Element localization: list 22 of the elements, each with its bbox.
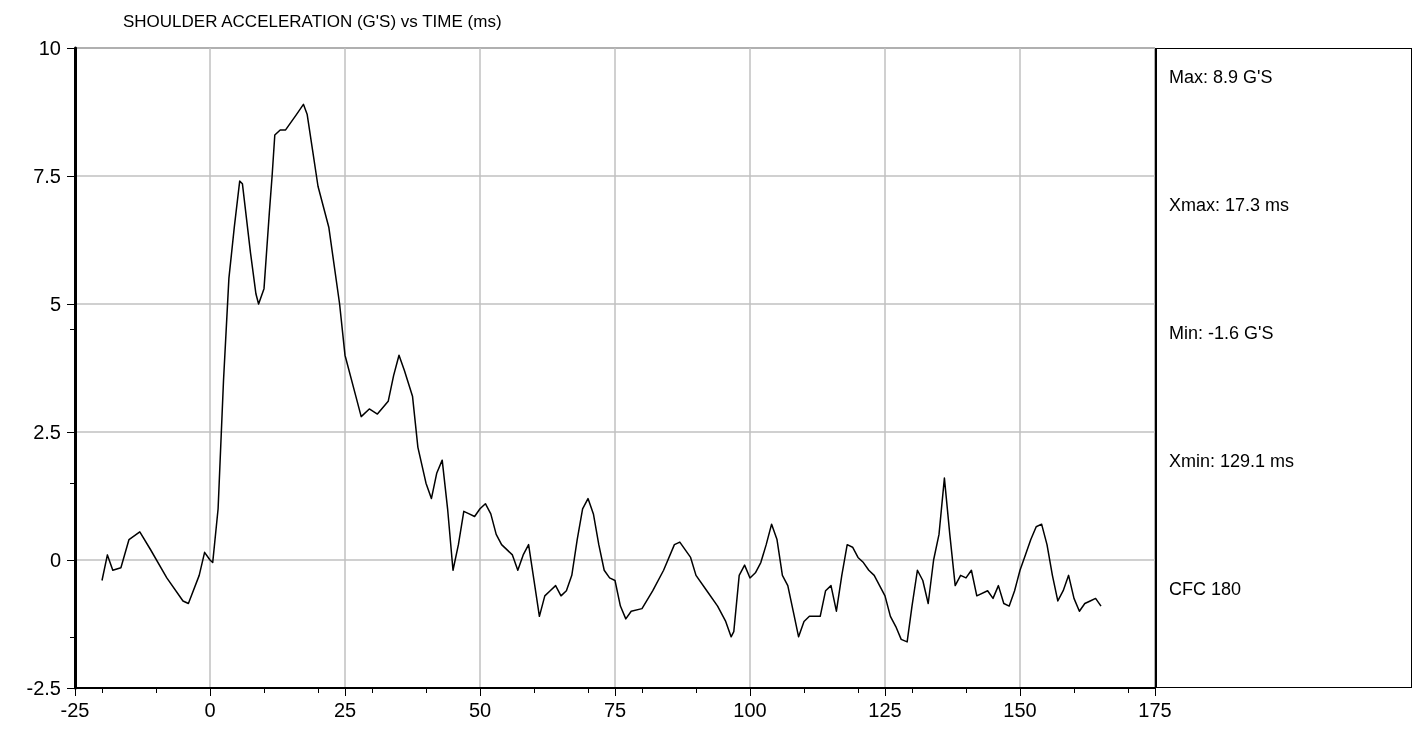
text: Xmax: 17.3 ms xyxy=(1169,195,1290,216)
x-tick-label: 100 xyxy=(733,699,767,721)
chart-title: SHOULDER ACCELERATION (G'S) vs TIME (ms) xyxy=(123,12,502,31)
line-series xyxy=(101,103,1102,643)
x-tick-label: 150 xyxy=(1003,699,1037,721)
x-tick-label: 0 xyxy=(204,699,216,721)
text: CFC 180 xyxy=(1169,579,1242,600)
text: Xmin: 129.1 ms xyxy=(1169,451,1295,472)
y-tick-label: 0 xyxy=(49,549,61,571)
y-tick-label: 10 xyxy=(38,37,61,59)
y-tick-label: 5 xyxy=(49,293,61,315)
text: Min: -1.6 G'S xyxy=(1169,323,1274,344)
x-tick-label: 75 xyxy=(603,699,627,721)
y-tick-label: 2.5 xyxy=(33,421,61,443)
x-tick-label: 50 xyxy=(468,699,492,721)
x-tick-label: 125 xyxy=(868,699,902,721)
y-tick-label: -2.5 xyxy=(26,677,61,699)
text: Max: 8.9 G'S xyxy=(1169,67,1273,88)
x-tick-label: -25 xyxy=(60,699,90,721)
x-tick-label: 175 xyxy=(1138,699,1172,721)
x-tick-label: 25 xyxy=(333,699,357,721)
y-tick-label: 7.5 xyxy=(33,165,61,187)
